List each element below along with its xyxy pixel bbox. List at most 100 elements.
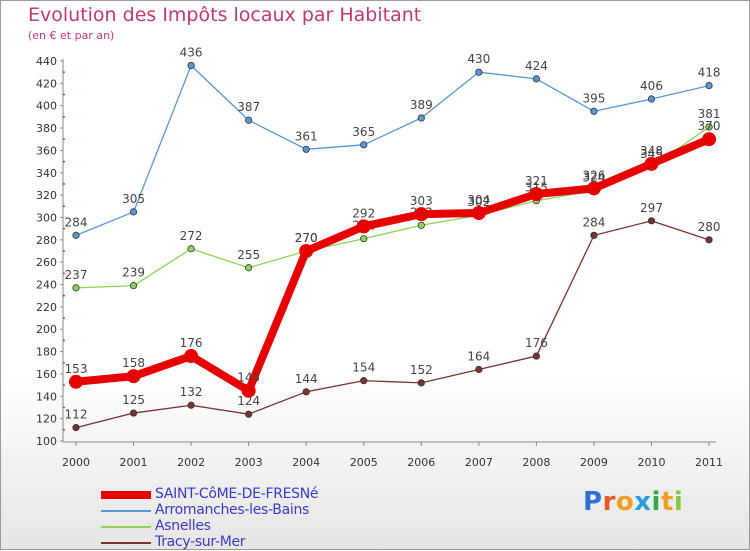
data-label-asnelles: 237 [65, 268, 88, 282]
data-label-saint-c-me-de-fresn: 158 [122, 356, 145, 370]
data-label-tracy-sur-mer: 112 [65, 408, 88, 422]
data-point-tracy-sur-mer [532, 352, 541, 360]
data-label-arromanches-les-bains: 361 [295, 129, 318, 143]
x-tick-label: 2008 [522, 456, 550, 469]
data-point-saint-c-me-de-fresn [299, 244, 314, 258]
data-point-saint-c-me-de-fresn [241, 383, 256, 398]
x-tick-label: 2011 [695, 456, 723, 469]
data-point-saint-c-me-de-fresn [529, 187, 544, 201]
data-label-asnelles: 272 [180, 229, 203, 243]
data-point-tracy-sur-mer [72, 423, 80, 432]
data-label-arromanches-les-bains: 365 [352, 125, 375, 139]
data-point-arromanches-les-bains [705, 81, 713, 90]
data-label-tracy-sur-mer: 280 [698, 220, 721, 234]
data-point-tracy-sur-mer [705, 236, 713, 244]
data-point-saint-c-me-de-fresn [184, 349, 199, 364]
legend-swatch-arromanches [101, 510, 151, 512]
y-minor-dot [63, 428, 65, 431]
data-point-arromanches-les-bains [360, 141, 368, 149]
y-tick-label: 380 [36, 122, 57, 135]
data-label-saint-c-me-de-fresn: 270 [295, 231, 318, 245]
data-label-arromanches-les-bains: 406 [640, 79, 663, 93]
logo-letter: x [634, 487, 652, 517]
y-tick-label: 300 [36, 211, 57, 224]
data-label-tracy-sur-mer: 297 [640, 201, 663, 215]
y-tick-label: 220 [36, 301, 57, 314]
data-point-saint-c-me-de-fresn [126, 369, 141, 384]
data-point-saint-c-me-de-fresn [586, 181, 601, 196]
series-line-tracy-sur-mer [75, 220, 710, 429]
data-point-asnelles [129, 282, 138, 290]
data-point-asnelles [187, 245, 195, 253]
y-minor-dot [63, 339, 65, 342]
y-tick-label: 140 [36, 390, 57, 403]
data-label-saint-c-me-de-fresn: 153 [65, 362, 88, 376]
data-label-asnelles: 324 [582, 171, 605, 185]
data-point-tracy-sur-mer [417, 379, 425, 387]
logo-letter: P [583, 487, 603, 517]
data-label-saint-c-me-de-fresn: 348 [640, 144, 663, 158]
x-tick-label: 2009 [580, 456, 608, 469]
data-label-tracy-sur-mer: 284 [582, 215, 605, 229]
series-line-arromanches-les-bains [75, 64, 710, 237]
data-point-tracy-sur-mer [245, 410, 253, 418]
data-point-arromanches-les-bains [302, 145, 310, 153]
x-tick-label: 2001 [120, 456, 148, 469]
data-label-arromanches-les-bains: 389 [410, 98, 433, 112]
data-label-saint-c-me-de-fresn: 304 [467, 193, 490, 207]
data-point-tracy-sur-mer [590, 231, 598, 239]
logo-letter: r [602, 487, 616, 517]
y-minor-dot [63, 250, 65, 252]
data-label-arromanches-les-bains: 387 [237, 100, 260, 114]
data-point-arromanches-les-bains [187, 61, 195, 70]
data-point-arromanches-les-bains [475, 68, 483, 76]
y-tick-label: 280 [36, 234, 57, 247]
data-label-tracy-sur-mer: 176 [525, 336, 548, 350]
y-tick-label: 100 [36, 435, 57, 448]
series-line-asnelles [75, 126, 710, 289]
data-label-tracy-sur-mer: 154 [352, 361, 375, 375]
y-tick-label: 240 [36, 279, 57, 292]
data-label-asnelles: 239 [122, 266, 145, 280]
legend-swatch-tracy [101, 542, 151, 544]
proxiti-logo: Proxiti [583, 487, 683, 517]
legend-label-saint-come: SAINT-CôME-DE-FRESNé [155, 486, 319, 502]
data-point-saint-c-me-de-fresn [644, 156, 659, 171]
data-label-tracy-sur-mer: 164 [467, 349, 490, 363]
y-minor-dot [63, 272, 65, 275]
y-minor-dot [63, 93, 65, 96]
legend-label-tracy: Tracy-sur-Mer [155, 534, 246, 550]
legend-label-asnelles: Asnelles [155, 518, 211, 534]
chart-subtitle: (en € et par an) [28, 29, 115, 42]
data-point-asnelles [417, 221, 425, 229]
data-label-asnelles: 255 [237, 248, 260, 262]
y-tick-label: 440 [36, 55, 57, 68]
y-minor-dot [63, 115, 65, 118]
data-label-arromanches-les-bains: 284 [65, 215, 88, 229]
data-label-arromanches-les-bains: 430 [467, 52, 490, 66]
data-label-arromanches-les-bains: 436 [180, 45, 203, 59]
x-tick-label: 2003 [235, 456, 263, 469]
y-minor-dot [63, 71, 65, 74]
y-tick-label: 420 [36, 77, 57, 90]
data-label-tracy-sur-mer: 132 [180, 385, 203, 399]
y-minor-dot [63, 138, 65, 141]
legend-label-arromanches: Arromanches-les-Bains [155, 502, 310, 518]
logo-letter: i [651, 487, 661, 517]
x-tick-label: 2010 [638, 456, 666, 469]
data-point-tracy-sur-mer [302, 388, 310, 396]
data-label-saint-c-me-de-fresn: 145 [237, 371, 260, 385]
y-minor-dot [63, 205, 65, 208]
logo-letter: o [615, 487, 635, 517]
data-point-saint-c-me-de-fresn [471, 206, 486, 220]
logo-letter: t [660, 487, 674, 517]
y-tick-label: 260 [36, 256, 57, 269]
data-point-arromanches-les-bains [647, 95, 656, 103]
data-label-tracy-sur-mer: 124 [237, 394, 260, 408]
data-label-arromanches-les-bains: 418 [698, 66, 721, 80]
data-point-arromanches-les-bains [129, 208, 138, 216]
y-tick-label: 360 [36, 144, 57, 157]
data-point-arromanches-les-bains [532, 75, 541, 83]
x-tick-label: 2000 [62, 456, 90, 469]
